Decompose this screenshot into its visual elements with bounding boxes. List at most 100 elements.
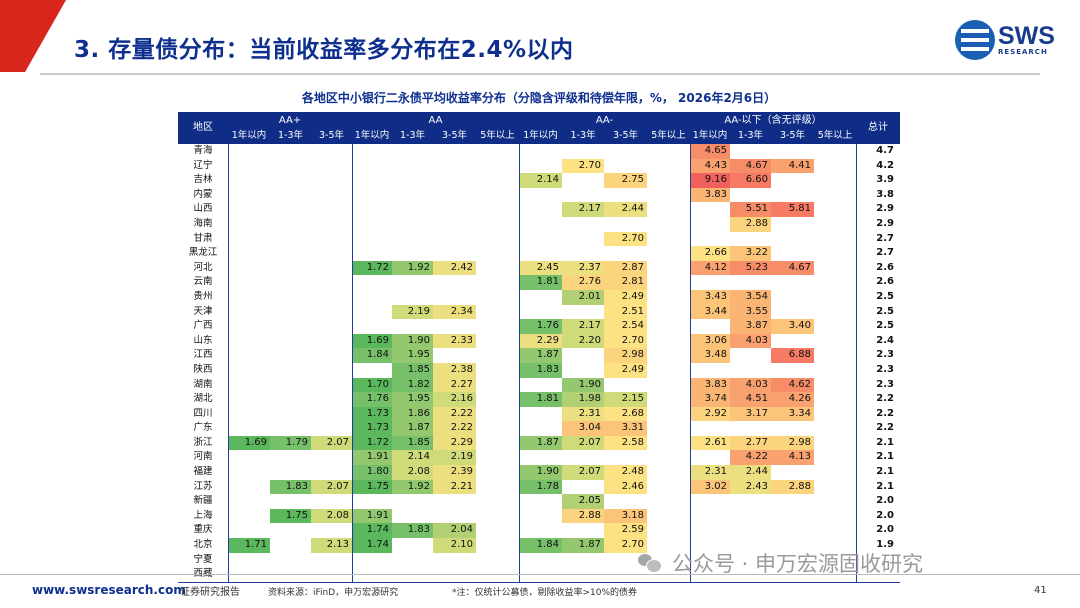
yield-cell (433, 159, 476, 174)
region-name: 贵州 (193, 290, 213, 302)
yield-cell (352, 246, 392, 261)
header-subcolumn: 3-5年 (779, 130, 806, 141)
table-row: 山东 1.69 1.90 2.33 2.29 2.20 2.70 3.06 4.03 2.4 (178, 333, 900, 349)
yield-cell (771, 334, 814, 349)
yield-cell: 2.59 (604, 523, 647, 539)
yield-cell: 6.60 (730, 173, 771, 188)
yield-cell (519, 407, 562, 422)
yield-cell (392, 246, 433, 261)
yield-cell: 2.44 (604, 202, 647, 217)
yield-cell (519, 553, 562, 568)
table-row: 浙江 1.69 1.79 2.07 1.72 1.85 2.29 1.87 2.07 2.58 2.… (178, 435, 900, 451)
yield-cell (519, 494, 562, 509)
region-name: 天津 (193, 305, 213, 317)
yield-cell (730, 232, 771, 247)
row-total: 2.6 (876, 276, 894, 288)
yield-cell (647, 509, 690, 524)
region-name: 青海 (193, 145, 213, 156)
yield-cell: 2.16 (433, 392, 476, 407)
table-row: 天津 2.19 2.34 2.51 3.44 3.55 2.5 (178, 304, 900, 320)
yield-cell (228, 144, 270, 159)
yield-cell (562, 348, 604, 363)
yield-cell (647, 246, 690, 261)
yield-cell: 2.88 (562, 508, 604, 524)
yield-cell: 2.15 (604, 392, 647, 407)
table-row: 贵州 2.01 2.49 3.43 3.54 2.5 (178, 289, 900, 305)
region-name: 新疆 (193, 495, 213, 507)
table-row: 广东 1.73 1.87 2.22 3.04 3.31 2.2 (178, 421, 900, 436)
row-total: 2.5 (876, 305, 894, 317)
yield-cell: 2.70 (604, 538, 647, 553)
row-total: 2.7 (876, 247, 894, 259)
footer-source: 资料来源：iFinD，申万宏源研究 (268, 588, 399, 598)
region-name: 内蒙 (193, 188, 213, 200)
yield-cell (476, 436, 519, 451)
yield-cell (270, 246, 311, 261)
yield-cell (771, 188, 814, 203)
yield-cell (771, 246, 814, 261)
yield-cell: 3.54 (730, 289, 771, 305)
yield-cell (476, 348, 519, 363)
yield-cell (270, 319, 311, 334)
yield-cell (476, 509, 519, 524)
yield-cell (352, 159, 392, 174)
yield-cell (270, 553, 311, 568)
table-title: 各地区中小银行二永债平均收益率分布（分隐含评级和待偿年限，%， 2026年2月6… (301, 91, 777, 105)
yield-cell: 1.75 (270, 508, 311, 524)
yield-cell: 2.31 (562, 406, 604, 422)
yield-cell (604, 494, 647, 509)
yield-cell (519, 421, 562, 436)
header-subcolumn: 1年以内 (523, 130, 558, 141)
yield-cell (352, 305, 392, 320)
yield-cell (647, 173, 690, 188)
yield-cell: 2.14 (519, 173, 562, 188)
yield-cell (311, 348, 352, 363)
row-total: 2.1 (876, 436, 894, 448)
yield-cell (730, 363, 771, 378)
yield-cell (730, 421, 771, 436)
yield-cell (270, 275, 311, 290)
group-divider (228, 144, 229, 582)
yield-cell (476, 407, 519, 422)
yield-cell (647, 159, 690, 174)
yield-cell (476, 480, 519, 495)
yield-cell (476, 450, 519, 465)
header-subcolumn: 5年以上 (480, 130, 515, 141)
footer-url-link[interactable]: www.swsresearch.com (32, 583, 186, 597)
yield-cell: 3.17 (730, 406, 771, 422)
yield-cell (228, 378, 270, 393)
yield-cell: 2.22 (433, 406, 476, 422)
group-divider (856, 144, 857, 582)
yield-cell (647, 421, 690, 436)
row-total: 1.9 (876, 539, 894, 551)
yield-cell: 2.39 (433, 465, 476, 480)
region-name: 广东 (193, 422, 213, 434)
yield-cell (814, 305, 856, 320)
table-row: 新疆 2.05 2.0 (178, 494, 900, 509)
yield-cell (433, 202, 476, 217)
yield-cell (690, 232, 730, 247)
yield-cell: 2.61 (690, 435, 730, 451)
header-subcolumn: 1-3年 (737, 130, 764, 141)
yield-cell: 2.76 (562, 275, 604, 290)
yield-cell (228, 305, 270, 320)
yield-cell (562, 363, 604, 378)
yield-cell (392, 159, 433, 174)
page-number: 41 (1034, 585, 1047, 596)
yield-cell: 3.48 (690, 348, 730, 363)
yield-cell (270, 421, 311, 436)
yield-cell: 1.85 (392, 362, 433, 378)
yield-cell (433, 348, 476, 363)
yield-cell (519, 202, 562, 217)
yield-cell (476, 202, 519, 217)
yield-cell (270, 465, 311, 480)
yield-cell (690, 421, 730, 436)
yield-cell (433, 188, 476, 203)
yield-cell: 4.41 (771, 158, 814, 174)
yield-cell: 1.95 (392, 348, 433, 363)
yield-cell: 2.31 (690, 465, 730, 480)
table-bottom-border (178, 582, 900, 583)
yield-cell (476, 173, 519, 188)
region-name: 河南 (193, 451, 213, 463)
yield-cell: 1.72 (352, 435, 392, 451)
